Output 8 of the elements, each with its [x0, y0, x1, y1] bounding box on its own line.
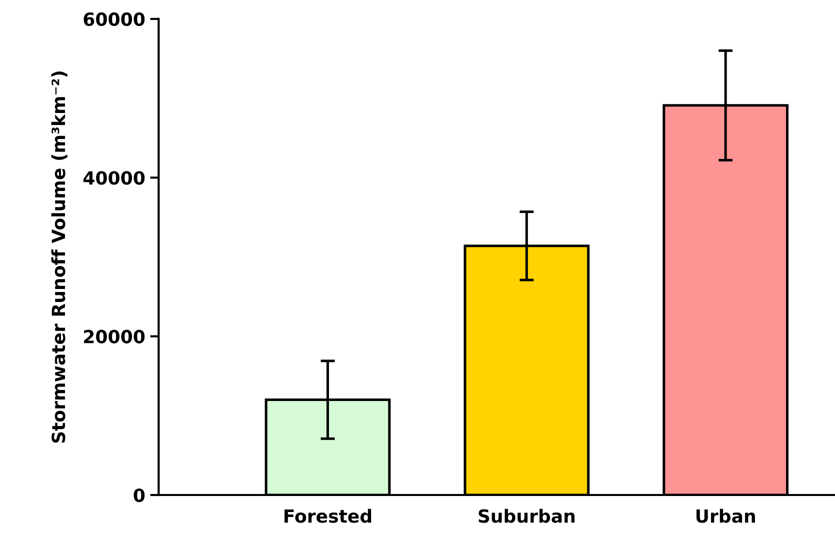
- y-axis-title: Stormwater Runoff Volume (m³km⁻²): [51, 72, 68, 443]
- x-tick-label: Suburban: [478, 508, 575, 523]
- x-tick-label: Urban: [696, 508, 755, 523]
- y-tick-label: 20000: [84, 330, 145, 344]
- y-tick-label: 40000: [83, 171, 145, 185]
- y-tick-label: 60000: [84, 12, 145, 26]
- y-tick-label: 0: [134, 488, 145, 502]
- x-tick-label: Forested: [284, 508, 372, 523]
